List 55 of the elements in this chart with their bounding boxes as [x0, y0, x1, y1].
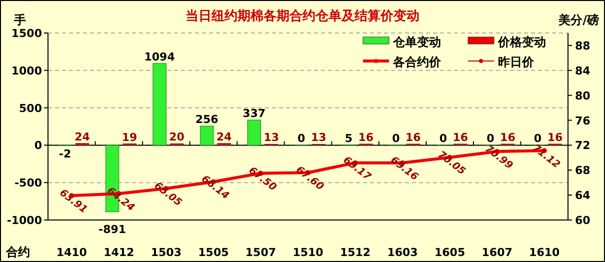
y2-tick-label: 64	[575, 189, 591, 202]
x-tick-label: 1412	[104, 246, 134, 259]
data-label: -891	[98, 223, 126, 236]
data-label: 0	[534, 132, 542, 146]
x-tick-label: 1610	[529, 246, 560, 259]
y2-tick-label: 80	[575, 89, 591, 102]
y-tick-label: 1500	[11, 27, 42, 40]
y-tick-label: 0	[34, 139, 42, 152]
x-tick-label: 1605	[434, 246, 466, 259]
x-tick-label: 1603	[387, 246, 418, 259]
y2-tick-label: 68	[575, 164, 590, 178]
y-tick-label: 500	[19, 102, 42, 115]
data-label: 0	[439, 132, 448, 146]
data-label: 0	[392, 132, 400, 146]
y-tick-label: -500	[14, 176, 42, 190]
data-label: 1094	[144, 50, 176, 64]
x-tick-label: 1507	[245, 246, 276, 259]
x-tick-label: 1503	[150, 246, 182, 259]
x-tick-label: 1505	[198, 246, 229, 259]
data-label: 337	[242, 106, 266, 120]
x-tick-label: 1510	[292, 246, 324, 259]
y2-tick-label: 76	[575, 114, 591, 128]
data-label: 0	[486, 132, 495, 146]
data-label: 0	[298, 132, 306, 146]
y-tick-label: 1000	[11, 64, 42, 78]
data-label: 24	[216, 130, 232, 144]
y2-axis-title: 美分/磅	[558, 13, 599, 27]
data-label: 16	[358, 131, 374, 144]
x-axis-title: 合约	[5, 245, 30, 259]
y2-tick-label: 72	[575, 139, 590, 152]
x-tick-label: 1607	[482, 246, 512, 259]
y2-tick-label: 84	[575, 64, 591, 78]
data-label: 16	[500, 131, 516, 144]
legend-label: 昨日价	[498, 55, 535, 69]
y-tick-label: -1000	[6, 214, 42, 227]
data-label: 16	[547, 131, 563, 144]
legend-label: 价格变动	[497, 35, 546, 49]
y-axis-title: 手	[13, 13, 26, 27]
data-label: 24	[74, 130, 90, 144]
x-tick-label: 1410	[56, 246, 88, 259]
x-tick-label: 1512	[340, 246, 371, 259]
data-label: 16	[406, 131, 422, 144]
data-label: 20	[169, 130, 185, 144]
y2-tick-label: 60	[575, 214, 591, 227]
data-label: 16	[452, 131, 468, 144]
data-label: 5	[344, 132, 352, 145]
data-label: 13	[264, 131, 279, 144]
y2-tick-label: 88	[575, 39, 590, 52]
chart-title: 当日纽约期棉各期合约仓单及结算价变动	[186, 8, 420, 24]
legend-label: 仓单变动	[392, 35, 441, 49]
data-label: -2	[58, 147, 72, 160]
data-label: 19	[122, 130, 138, 144]
legend-label: 各合约价	[392, 55, 442, 69]
data-label: 256	[195, 113, 219, 126]
data-label: 13	[310, 131, 326, 144]
